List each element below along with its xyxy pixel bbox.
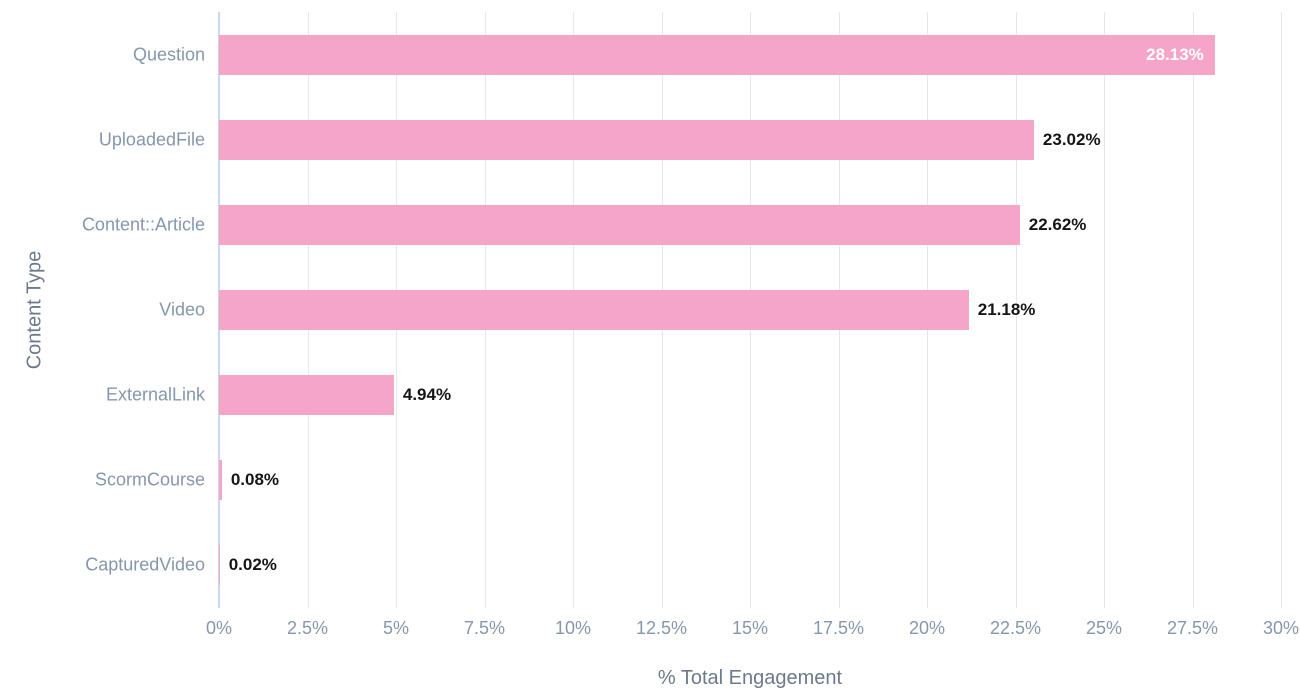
bar-value-label: 0.02% [228,555,277,575]
category-label: Question [132,44,205,65]
category-label: ExternalLink [105,384,205,405]
bar-question[interactable] [219,34,1215,75]
x-tick-label: 27.5% [1166,618,1219,638]
category-label: UploadedFile [98,129,205,150]
gridline [1281,12,1282,608]
bar-content-article[interactable] [219,204,1020,245]
category-label: CapturedVideo [85,554,205,575]
bar-externallink[interactable] [219,375,394,416]
bar-value-label: 21.18% [977,300,1036,319]
plot-area: 28.13% 23.02% 22.62% 21.18% 4.94% 0.08% 0.02% [218,12,1282,608]
x-tick-label: 10% [554,618,592,638]
bar-value-label: 28.13% [1146,44,1204,64]
x-tick-label: 30% [1262,618,1300,638]
x-tick-label: 0% [205,618,232,638]
gridline [1192,12,1194,608]
x-tick-label: 20% [908,618,946,638]
x-tick-label: 25% [1085,618,1123,638]
bar-value-label: 0.08% [230,470,280,490]
x-tick-label: 12.5% [635,618,688,638]
x-tick-label: 15% [731,618,769,638]
x-tick-label: 2.5% [286,618,329,638]
bar-value-label: 22.62% [1028,214,1087,234]
bar-value-label: 23.02% [1042,129,1101,149]
bar-video[interactable] [219,290,969,330]
x-axis-title: % Total Engagement [657,667,843,689]
x-tick-label: 22.5% [989,618,1042,638]
gridline [1104,12,1105,608]
bar-capturedvideo[interactable] [219,545,220,586]
bar-scormcourse[interactable] [219,460,222,501]
category-label: Video [159,299,205,320]
bar-value-label: 4.94% [402,385,452,405]
x-tick-label: 7.5% [463,618,506,638]
gridline [1015,12,1017,608]
x-tick-label: 5% [382,618,409,638]
category-label: ScormCourse [94,469,205,490]
bar-uploadedfile[interactable] [219,119,1034,160]
category-label: Content::Article [81,214,205,235]
x-tick-label: 17.5% [812,618,865,638]
